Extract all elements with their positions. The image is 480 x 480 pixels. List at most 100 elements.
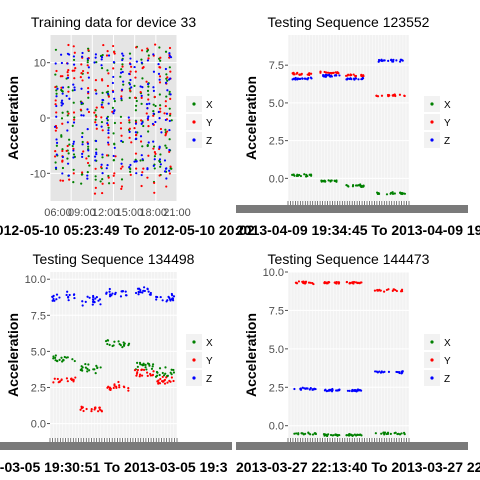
data-point: [72, 55, 76, 58]
data-point: [61, 111, 64, 114]
data-point: [108, 290, 111, 293]
data-point: [101, 182, 104, 185]
data-point: [388, 94, 391, 97]
data-point: [147, 154, 150, 157]
data-point: [61, 92, 64, 95]
data-point: [121, 88, 124, 91]
data-point: [54, 150, 57, 153]
data-point: [146, 47, 149, 50]
data-point: [56, 377, 59, 381]
data-point: [99, 303, 102, 306]
data-point: [68, 293, 71, 297]
data-point: [327, 433, 330, 436]
data-point: [58, 358, 61, 361]
data-point: [93, 155, 97, 158]
data-point: [72, 180, 75, 184]
x-tick-label: 18:00: [139, 207, 167, 219]
data-point: [172, 371, 176, 374]
data-point: [107, 176, 110, 179]
data-point: [140, 61, 143, 64]
data-point: [153, 145, 156, 148]
data-point: [79, 108, 82, 111]
legend-marker: [192, 120, 196, 124]
data-point: [60, 89, 64, 92]
data-point: [358, 388, 361, 392]
x-axis-label: 2012-05-10 05:23:49 To 2012-05-10 20:02: [0, 222, 255, 238]
data-point: [81, 304, 84, 307]
data-point: [304, 280, 308, 283]
data-point: [128, 83, 132, 86]
data-point: [140, 119, 143, 122]
data-point: [106, 119, 109, 122]
data-point: [54, 73, 57, 76]
data-point: [153, 95, 156, 98]
data-point: [121, 58, 124, 62]
data-point: [119, 71, 123, 74]
data-point: [393, 192, 396, 195]
data-point: [168, 56, 171, 59]
data-point: [401, 192, 404, 196]
data-point: [107, 174, 110, 178]
data-point: [66, 144, 69, 148]
y-tick-label: 0.0: [269, 173, 284, 185]
data-point: [351, 388, 354, 392]
data-point: [73, 88, 76, 92]
data-point: [113, 146, 116, 149]
data-point: [133, 160, 136, 163]
points: [291, 58, 407, 196]
data-point: [120, 139, 123, 143]
data-point: [325, 390, 328, 393]
data-point: [87, 66, 90, 69]
data-point: [140, 173, 143, 177]
data-point: [159, 107, 162, 110]
data-point: [93, 111, 96, 114]
data-point: [72, 142, 75, 145]
panel-2: Testing Sequence 123552 Acceleration 0.0 2.…: [236, 14, 480, 238]
data-point: [130, 141, 133, 144]
data-point: [163, 382, 167, 385]
data-point: [168, 119, 171, 123]
data-point: [120, 97, 123, 100]
data-point: [84, 362, 87, 366]
data-point: [86, 57, 89, 60]
data-point: [133, 369, 137, 372]
data-point: [66, 110, 69, 113]
data-point: [348, 389, 351, 393]
data-point: [139, 363, 142, 366]
data-point: [140, 58, 143, 61]
data-point: [394, 431, 397, 434]
data-point: [61, 86, 65, 89]
data-point: [396, 370, 399, 374]
data-point: [72, 45, 75, 48]
data-point: [51, 299, 54, 302]
data-point: [55, 126, 58, 130]
data-point: [120, 178, 124, 181]
data-point: [144, 366, 147, 369]
data-point: [122, 54, 125, 57]
data-point: [67, 68, 70, 72]
data-point: [73, 69, 76, 72]
data-point: [140, 49, 144, 52]
data-point: [159, 104, 162, 107]
y-axis-label: Acceleration: [243, 76, 259, 160]
data-point: [113, 109, 116, 113]
data-point: [389, 432, 392, 435]
data-point: [152, 70, 156, 73]
data-point: [128, 52, 132, 55]
data-point: [138, 375, 141, 378]
data-point: [100, 120, 104, 124]
data-point: [101, 191, 104, 195]
legend-label: Z: [444, 374, 450, 385]
data-point: [346, 389, 350, 392]
x-tick-labels-overlapping: [236, 201, 468, 213]
data-point: [303, 77, 306, 80]
data-point: [169, 112, 172, 115]
data-point: [80, 63, 83, 66]
data-point: [146, 176, 149, 179]
data-point: [400, 432, 403, 435]
data-point: [172, 368, 175, 372]
data-point: [81, 155, 84, 158]
data-point: [101, 156, 104, 159]
data-point: [99, 180, 102, 183]
data-point: [72, 63, 76, 66]
